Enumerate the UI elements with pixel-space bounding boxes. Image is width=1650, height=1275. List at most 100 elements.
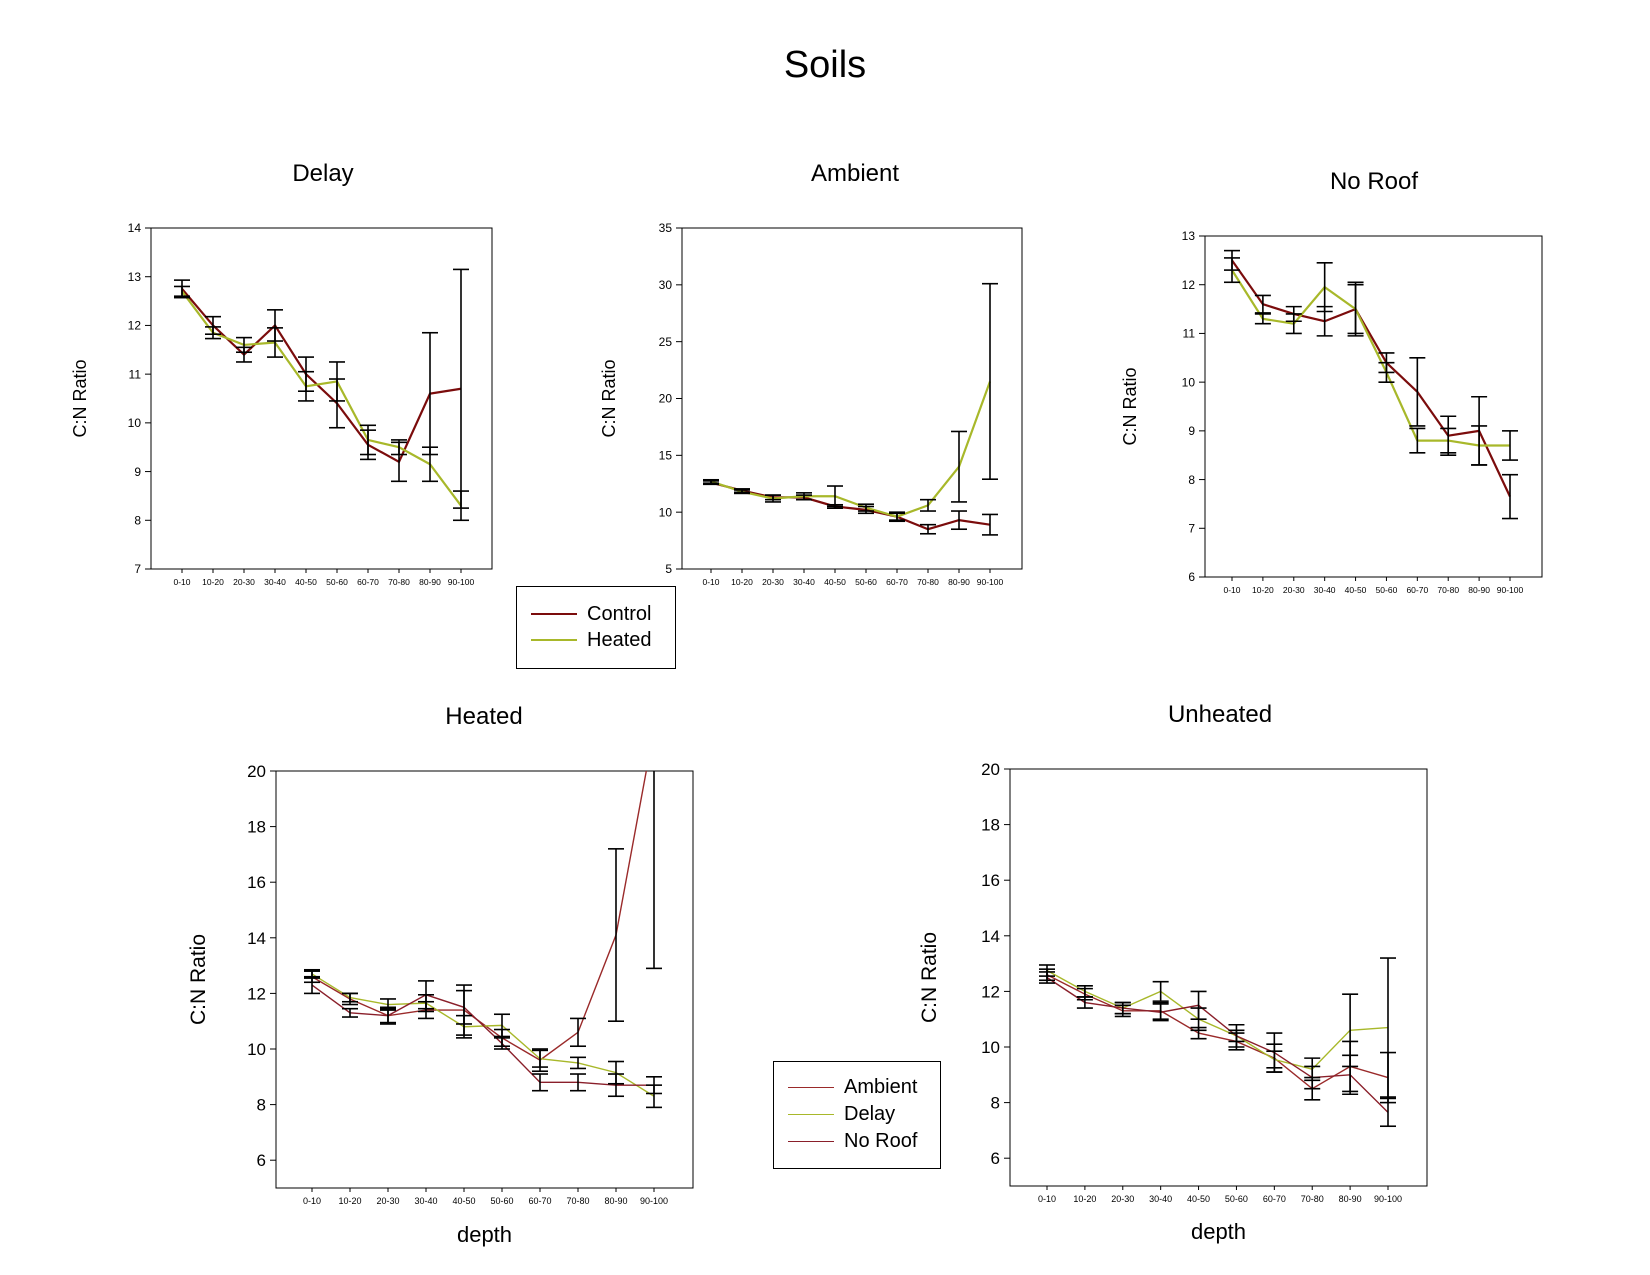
x-tick-label: 60-70 <box>357 577 379 587</box>
panel-title-unheated: Unheated <box>1167 701 1273 728</box>
error-bar-no-roof <box>1190 990 1207 1021</box>
figure-title: Soils <box>783 44 867 86</box>
y-tick-label: 12 <box>247 984 266 1003</box>
y-tick-label: 14 <box>247 929 266 948</box>
error-bar-heated <box>1378 361 1395 383</box>
error-bar-no-roof <box>418 980 434 1010</box>
y-tick-label: 20 <box>247 762 266 781</box>
series-line-heated <box>1231 269 1510 447</box>
error-bar-delay <box>1152 980 1169 1002</box>
x-tick-label: 20-30 <box>376 1196 399 1206</box>
series-line-control <box>710 481 991 531</box>
x-tick-label: 70-80 <box>566 1196 589 1206</box>
y-tick-label: 5 <box>665 562 672 576</box>
legend-ambient-delay-noroof: Ambient Delay No Roof <box>773 1061 941 1169</box>
error-bar-no-roof <box>1228 1029 1245 1043</box>
x-tick-label: 0-10 <box>1223 585 1240 595</box>
y-tick-label: 12 <box>1182 278 1196 292</box>
legend-swatch-delay <box>788 1113 834 1115</box>
y-tick-label: 9 <box>134 465 141 479</box>
x-tick-label: 10-20 <box>202 577 224 587</box>
error-bar-control <box>1502 473 1518 520</box>
x-tick-label: 40-50 <box>824 577 846 587</box>
y-tick-label: 20 <box>981 760 1000 779</box>
error-bar-no-roof <box>304 975 320 995</box>
chart-panel-delay: 7 8 9 10 11 12 13 14 0-10 10-20 20-30 30-40 40-50 50-… <box>70 221 493 587</box>
error-bar-control <box>951 510 967 531</box>
error-bar-no-roof <box>1076 996 1093 1009</box>
error-bar-ambient <box>570 1017 586 1048</box>
error-bar-heated <box>391 439 407 456</box>
error-bar-heated <box>298 370 314 402</box>
y-tick-label: 13 <box>128 270 142 284</box>
legend-label-ambient: Ambient <box>844 1075 918 1098</box>
x-tick-label: 20-30 <box>233 577 255 587</box>
x-tick-label: 80-90 <box>419 577 441 587</box>
error-bar-no-roof <box>494 1037 510 1050</box>
error-bar-ambient <box>646 771 662 970</box>
x-tick-label: 70-80 <box>917 577 939 587</box>
y-axis-label: C:N Ratio <box>599 359 619 437</box>
chart-panel-noroof: 6 7 8 9 10 11 12 13 0-10 10-20 20-30 30-40 40-50 50-6… <box>1120 229 1543 595</box>
error-bar-ambient <box>608 848 624 1023</box>
error-bar-no-roof <box>532 1073 548 1092</box>
error-bar-heated <box>236 336 252 354</box>
x-tick-label: 30-40 <box>414 1196 437 1206</box>
x-tick-label: 40-50 <box>452 1196 475 1206</box>
error-bar-heated <box>796 492 812 501</box>
x-tick-label: 40-50 <box>1345 585 1367 595</box>
y-tick-label: 10 <box>247 1040 266 1059</box>
error-bar-no-roof <box>1266 1032 1283 1073</box>
series-line-no-roof <box>311 984 654 1086</box>
y-tick-label: 12 <box>981 982 1000 1001</box>
legend-item-delay: Delay <box>788 1102 895 1126</box>
x-tick-label: 30-40 <box>264 577 286 587</box>
legend-label-delay: Delay <box>844 1102 896 1125</box>
x-tick-label: 40-50 <box>295 577 317 587</box>
y-tick-label: 30 <box>659 278 673 292</box>
series-line-control <box>181 288 462 464</box>
x-tick-label: 10-20 <box>1073 1194 1096 1204</box>
error-bar-heated <box>360 424 376 456</box>
y-tick-label: 20 <box>659 392 673 406</box>
x-tick-label: 80-90 <box>948 577 970 587</box>
y-axis-label: C:N Ratio <box>70 359 90 437</box>
legend-label-no-roof: No Roof <box>844 1129 918 1152</box>
error-bar-control <box>920 523 936 535</box>
error-bar-heated <box>1254 313 1271 325</box>
series-line-heated <box>181 290 462 507</box>
x-tick-label: 0-10 <box>1038 1194 1056 1204</box>
error-bar-heated <box>1316 261 1333 313</box>
legend-item-control: Control <box>531 602 651 626</box>
x-tick-label: 20-30 <box>762 577 784 587</box>
x-tick-label: 30-40 <box>793 577 815 587</box>
x-tick-label: 0-10 <box>303 1196 321 1206</box>
y-tick-label: 8 <box>257 1096 266 1115</box>
x-tick-label: 0-10 <box>173 577 190 587</box>
error-bar-no-roof <box>1342 1054 1359 1096</box>
panel-title-delay: Delay <box>292 160 354 187</box>
error-bar-heated <box>1409 427 1426 454</box>
y-tick-label: 8 <box>991 1094 1000 1113</box>
y-tick-label: 13 <box>1182 229 1196 243</box>
y-tick-label: 7 <box>1188 521 1195 535</box>
series-line-control <box>1231 259 1511 498</box>
y-tick-label: 16 <box>981 871 1000 890</box>
legend-item-ambient: Ambient <box>788 1075 917 1099</box>
series-line-delay <box>1046 969 1389 1071</box>
error-bar-delay <box>570 1056 586 1070</box>
data-layer <box>304 771 662 1109</box>
y-tick-label: 9 <box>1188 424 1195 438</box>
error-bar-delay <box>494 1013 510 1038</box>
x-tick-label: 10-20 <box>731 577 753 587</box>
error-bar-heated <box>1285 313 1302 335</box>
y-tick-label: 25 <box>659 335 673 349</box>
error-bar-heated <box>453 490 469 522</box>
y-tick-label: 11 <box>1183 327 1196 341</box>
x-tick-label: 90-100 <box>1497 585 1524 595</box>
error-bar-delay <box>532 1049 548 1068</box>
x-tick-label: 60-70 <box>1406 585 1428 595</box>
error-bar-heated <box>329 361 345 402</box>
error-bar-no-roof <box>342 1007 358 1018</box>
y-tick-label: 7 <box>134 562 141 576</box>
